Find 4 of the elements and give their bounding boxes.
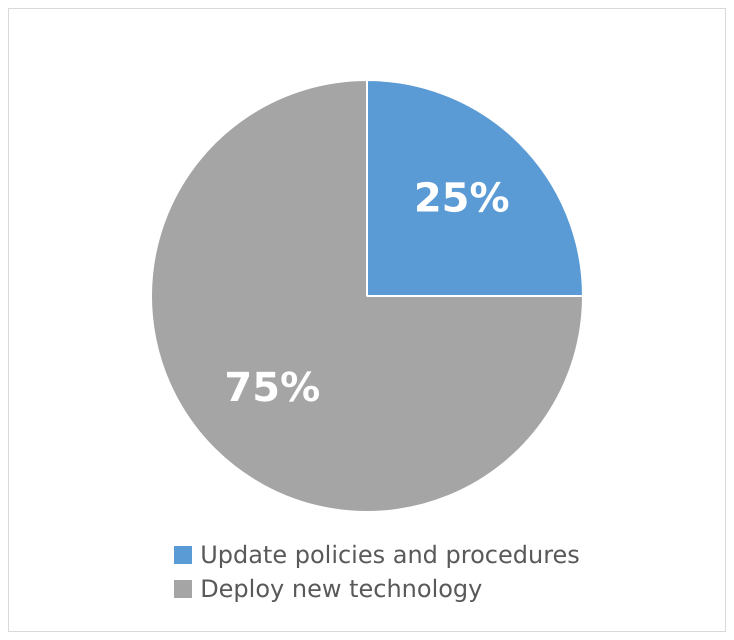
data-label: 75% — [224, 365, 320, 412]
data-label: 25% — [414, 176, 510, 222]
legend-label: Update policies and procedures — [200, 541, 580, 569]
legend-label: Deploy new technology — [200, 575, 482, 603]
